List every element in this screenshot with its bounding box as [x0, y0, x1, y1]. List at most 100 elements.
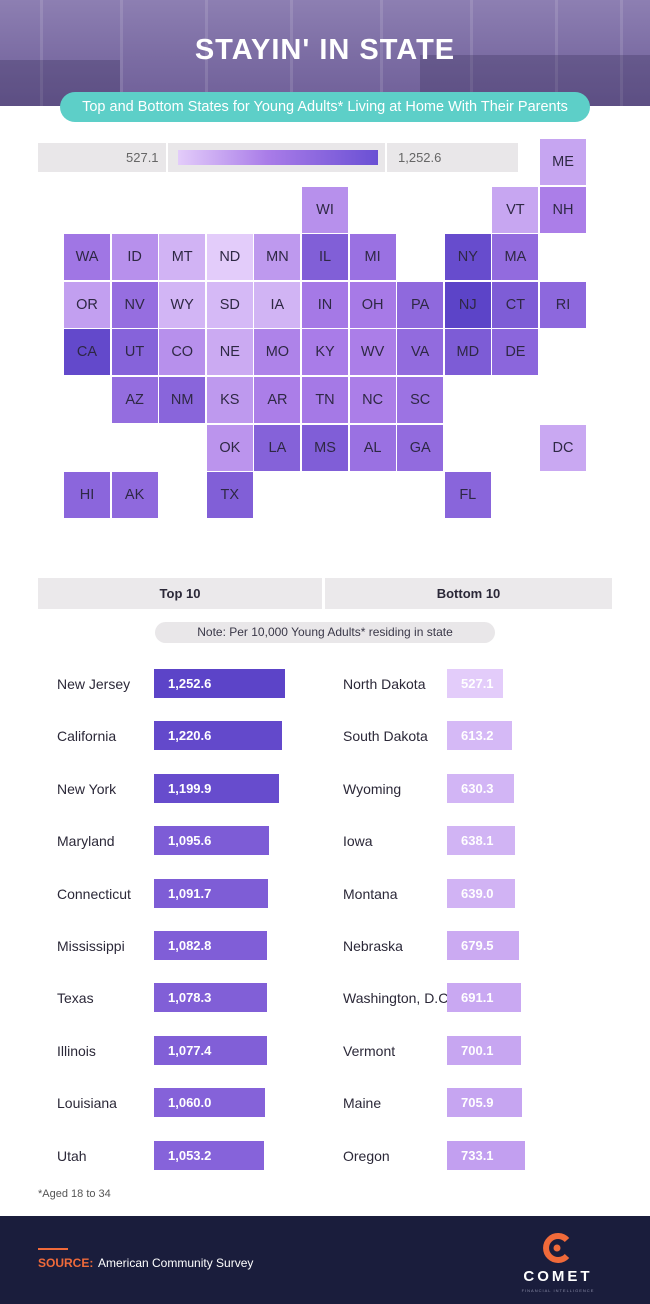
rank-name: Illinois [57, 1042, 96, 1059]
rank-value-label: 1,078.3 [168, 990, 212, 1006]
legend-min-label: 527.1 [126, 150, 159, 165]
rank-value-label: 691.1 [461, 990, 494, 1006]
rank-bar [154, 669, 285, 698]
rank-bar [154, 1035, 267, 1065]
state-tile-wv: WV [349, 329, 396, 376]
rank-value-label: 679.5 [461, 938, 494, 953]
rank-value-label: 705.9 [461, 1095, 494, 1111]
rank-bar [154, 773, 280, 803]
rank-name: Utah [57, 1147, 87, 1164]
state-tile-ia: IA [254, 281, 301, 328]
state-tile-nv: NV [111, 281, 158, 328]
state-tile-nh: NH [540, 186, 586, 233]
rank-value-label: 1,220.6 [168, 728, 212, 744]
state-tile-ak: AK [111, 472, 158, 519]
rank-name: Connecticut [57, 885, 131, 902]
ranking-tabs: Top 10 Bottom 10 [38, 578, 612, 609]
comet-logo-icon [543, 1233, 570, 1263]
rank-value-label: 1,053.2 [168, 1147, 212, 1163]
state-tile-hi: HI [64, 472, 110, 519]
rank-name: Texas [57, 990, 94, 1007]
state-tile-id: ID [111, 234, 158, 281]
state-tile-dc: DC [540, 424, 586, 471]
state-tile-ny: NY [444, 234, 491, 281]
legend-gradient-bar [178, 150, 378, 165]
rank-name: South Dakota [343, 728, 428, 745]
state-tile-nd: ND [206, 234, 253, 281]
tab-bottom-10[interactable]: Bottom 10 [436, 586, 501, 601]
state-tile-ar: AR [254, 377, 301, 423]
logo-tagline: FINANCIAL INTELLIGENCE [521, 1288, 595, 1293]
state-tile-ri: RI [540, 281, 586, 328]
state-tile-ok: OK [206, 424, 253, 471]
color-legend: 527.1 1,252.6 [38, 143, 518, 172]
rank-name: Maryland [57, 833, 115, 850]
rank-value-label: 1,252.6 [168, 676, 212, 691]
rank-name: Washington, D.C. [343, 990, 453, 1007]
state-tile-mo: MO [254, 329, 301, 376]
rank-bar [447, 878, 515, 908]
rank-name: Iowa [343, 833, 373, 850]
state-tile-ct: CT [492, 281, 539, 328]
state-tile-tn: TN [302, 377, 348, 423]
rank-name: Wyoming [343, 780, 402, 797]
state-tile-az: AZ [111, 377, 158, 423]
rank-name: Mississippi [57, 938, 125, 954]
rank-bar [154, 721, 282, 751]
rank-value-label: 1,060.0 [168, 1095, 212, 1111]
rank-value-label: 1,199.9 [168, 780, 212, 796]
state-tile-ks: KS [206, 377, 253, 423]
state-tile-al: AL [349, 424, 396, 471]
state-tile-wy: WY [159, 281, 206, 328]
state-tile-va: VA [397, 329, 444, 376]
rank-bar [447, 773, 515, 803]
state-tile-ut: UT [111, 329, 158, 376]
state-tile-me: ME [540, 139, 586, 185]
subtitle-pill: Top and Bottom States for Young Adults* … [60, 92, 590, 122]
rank-bar [447, 1088, 523, 1118]
rank-bar [447, 826, 515, 856]
legend-max-label: 1,252.6 [398, 150, 442, 165]
state-tile-wa: WA [64, 234, 110, 281]
tab-top-10[interactable]: Top 10 [159, 586, 201, 601]
rank-name: New York [57, 780, 117, 797]
rank-name: Maine [343, 1095, 382, 1112]
rank-bar [447, 669, 504, 698]
state-tile-co: CO [159, 329, 206, 376]
footer: SOURCE: American Community Survey COMET … [0, 1216, 650, 1304]
page-title: STAYIN' IN STATE [194, 34, 456, 66]
state-tile-ga: GA [397, 424, 444, 471]
rank-bar [447, 721, 513, 751]
state-tile-or: OR [64, 281, 110, 328]
rank-bar [447, 1140, 525, 1170]
logo-wordmark: COMET [523, 1268, 593, 1285]
rank-value-label: 639.0 [461, 885, 494, 901]
source-text: American Community Survey [98, 1256, 254, 1270]
rank-bar [154, 931, 268, 960]
rank-name: California [57, 728, 117, 745]
note-pill: Note: Per 10,000 Young Adults* residing … [155, 622, 495, 643]
rank-bar [154, 878, 269, 908]
state-tile-ca: CA [64, 329, 110, 376]
state-tile-la: LA [254, 424, 301, 471]
rank-name: Vermont [343, 1042, 396, 1059]
rank-name: Montana [343, 885, 398, 902]
state-tile-sc: SC [397, 377, 444, 423]
state-tile-vt: VT [492, 186, 539, 233]
rank-value-label: 527.1 [461, 676, 494, 691]
source-accent-line [38, 1248, 68, 1250]
state-tile-de: DE [492, 329, 539, 376]
state-tile-oh: OH [349, 281, 396, 328]
state-tile-mi: MI [349, 234, 396, 281]
rank-value-label: 733.1 [461, 1147, 494, 1163]
state-tile-ky: KY [302, 329, 348, 376]
rank-bar [154, 1088, 265, 1118]
state-tile-wi: WI [302, 186, 348, 233]
rank-value-label: 1,091.7 [168, 885, 212, 901]
header-banner: STAYIN' IN STATE [0, 0, 650, 106]
rank-bar [447, 983, 521, 1013]
state-tile-nc: NC [349, 377, 396, 423]
rank-value-label: 630.3 [461, 780, 494, 796]
state-tile-nj: NJ [444, 281, 491, 328]
state-tile-pa: PA [397, 281, 444, 328]
